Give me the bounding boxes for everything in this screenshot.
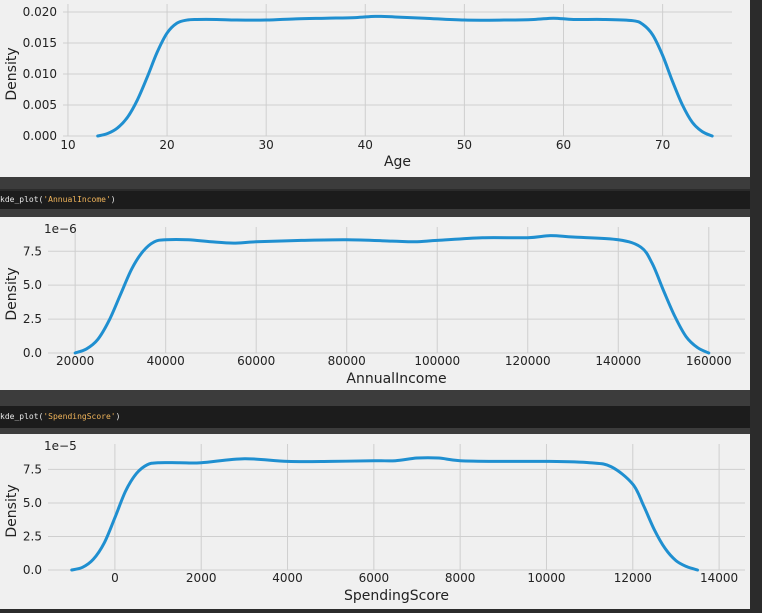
y-axis-label: Density: [4, 267, 20, 320]
y-tick-label: 5.0: [23, 278, 42, 292]
kde-curve: [73, 234, 711, 355]
y-offset-text: 1e−5: [44, 439, 77, 453]
y-tick-label: 7.5: [23, 462, 42, 476]
x-tick-label: 40000: [147, 354, 185, 368]
x-tick-label: 50: [457, 138, 472, 152]
y-tick-label: 2.5: [23, 312, 42, 326]
x-tick-label: 80000: [328, 354, 366, 368]
kde-chart-age: 10 20 30 40 50 60 70 0.000 0.005 0.010 0.015 0.020 A…: [4, 4, 732, 170]
x-tick-label: 120000: [505, 354, 551, 368]
x-axis-label: SpendingScore: [344, 588, 449, 604]
x-tick-label: 14000: [700, 571, 738, 585]
y-axis-label: Density: [4, 484, 20, 537]
y-tick-label: 0.000: [23, 129, 57, 143]
x-tick-label: 10: [60, 138, 75, 152]
x-tick-label: 10000: [527, 571, 565, 585]
x-tick-label: 60: [556, 138, 571, 152]
x-tick-label: 20: [159, 138, 174, 152]
y-tick-label: 7.5: [23, 244, 42, 258]
y-axis-label: Density: [4, 47, 20, 100]
y-tick-label: 0.020: [23, 5, 57, 19]
code-cell-annualincome[interactable]: kde_plot('AnnualIncome'): [0, 191, 762, 209]
x-axis-label: Age: [384, 154, 411, 170]
plot-panel-annualincome: 20000 40000 60000 80000 100000 120000 140000 16…: [0, 217, 750, 390]
y-tick-label: 0.005: [23, 98, 57, 112]
x-tick-label: 160000: [686, 354, 732, 368]
kde-chart-spendingscore: 0 2000 4000 6000 8000 10000 12000 14000 0.0 2.5 5.…: [4, 439, 745, 604]
code-cell-spendingscore[interactable]: kde_plot('SpendingScore'): [0, 406, 762, 428]
x-tick-label: 4000: [272, 571, 303, 585]
x-tick-label: 2000: [186, 571, 217, 585]
x-tick-label: 60000: [237, 354, 275, 368]
x-tick-label: 0: [111, 571, 119, 585]
x-tick-label: 20000: [56, 354, 94, 368]
x-tick-label: 6000: [359, 571, 390, 585]
scrollbar[interactable]: [750, 0, 762, 609]
y-tick-label: 0.0: [23, 346, 42, 360]
x-tick-label: 70: [655, 138, 670, 152]
x-tick-label: 30: [259, 138, 274, 152]
code-line: kde_plot('SpendingScore'): [0, 412, 121, 421]
x-tick-label: 40: [358, 138, 373, 152]
kde-curve: [96, 14, 714, 138]
y-tick-label: 2.5: [23, 529, 42, 543]
y-offset-text: 1e−6: [44, 222, 77, 236]
kde-curve: [70, 456, 700, 572]
cell-separator: [0, 390, 762, 406]
plot-panel-spendingscore: 0 2000 4000 6000 8000 10000 12000 14000 0.0 2.5 5.…: [0, 434, 750, 609]
x-tick-label: 140000: [595, 354, 641, 368]
x-tick-label: 12000: [614, 571, 652, 585]
kde-chart-annualincome: 20000 40000 60000 80000 100000 120000 140000 16…: [4, 222, 745, 387]
y-tick-label: 5.0: [23, 496, 42, 510]
plot-panel-age: 10 20 30 40 50 60 70 0.000 0.005 0.010 0.015 0.020 A…: [0, 0, 750, 177]
cell-separator: [0, 428, 762, 434]
cell-separator: [0, 177, 762, 189]
x-tick-label: 100000: [414, 354, 460, 368]
y-tick-label: 0.0: [23, 563, 42, 577]
code-line: kde_plot('AnnualIncome'): [0, 195, 116, 204]
y-tick-label: 0.015: [23, 36, 57, 50]
cell-separator: [0, 209, 762, 217]
x-tick-label: 8000: [445, 571, 476, 585]
x-axis-label: AnnualIncome: [346, 371, 446, 387]
y-tick-label: 0.010: [23, 67, 57, 81]
